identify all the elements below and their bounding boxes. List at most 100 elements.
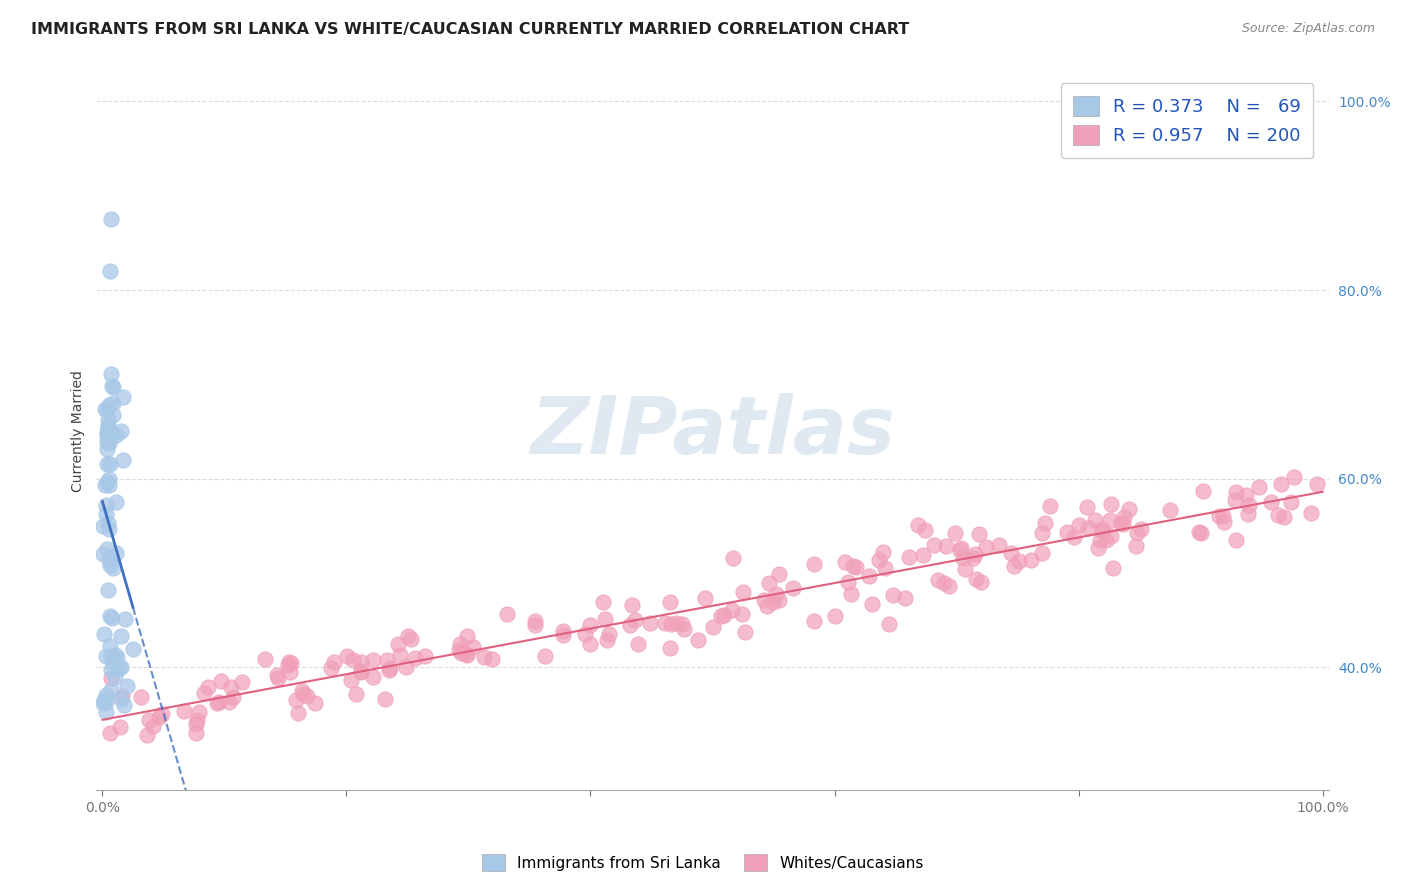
Point [911, 548, 934, 562]
Point [1099, 497, 1122, 511]
Text: IMMIGRANTS FROM SRI LANKA VS WHITE/CAUCASIAN CURRENTLY MARRIED CORRELATION CHART: IMMIGRANTS FROM SRI LANKA VS WHITE/CAUCA… [31, 22, 910, 37]
Point [110, 692, 132, 706]
Point [659, 616, 682, 631]
Point [142, 719, 165, 733]
Point [872, 545, 894, 559]
Point [875, 561, 897, 575]
Point [1031, 545, 1053, 559]
Point [98, 639, 121, 653]
Point [841, 587, 863, 601]
Legend: R = 0.373    N =   69, R = 0.957    N = 200: R = 0.373 N = 69, R = 0.957 N = 200 [1060, 84, 1313, 158]
Point [898, 550, 921, 565]
Point [659, 595, 682, 609]
Point [1130, 522, 1153, 536]
Point [752, 593, 775, 607]
Point [579, 637, 602, 651]
Point [108, 661, 131, 675]
Point [1301, 507, 1323, 521]
Point [894, 591, 917, 605]
Point [1031, 526, 1053, 541]
Point [768, 566, 790, 581]
Point [342, 653, 364, 667]
Point [1118, 501, 1140, 516]
Point [388, 648, 411, 663]
Point [627, 636, 650, 650]
Point [278, 665, 301, 680]
Point [110, 424, 132, 438]
Point [1019, 553, 1042, 567]
Point [987, 538, 1010, 552]
Point [1098, 513, 1121, 527]
Point [193, 686, 215, 700]
Point [624, 614, 647, 628]
Point [860, 597, 883, 611]
Point [97, 436, 120, 450]
Point [593, 612, 616, 626]
Point [1306, 477, 1329, 491]
Point [278, 656, 301, 670]
Point [93, 693, 115, 707]
Point [695, 591, 717, 605]
Point [97, 418, 120, 433]
Point [710, 608, 733, 623]
Point [762, 595, 785, 609]
Point [621, 598, 644, 612]
Point [114, 612, 136, 626]
Legend: Immigrants from Sri Lanka, Whites/Caucasians: Immigrants from Sri Lanka, Whites/Caucas… [477, 848, 929, 877]
Point [1239, 499, 1261, 513]
Point [734, 624, 756, 639]
Point [1234, 488, 1257, 502]
Point [858, 569, 880, 583]
Point [108, 720, 131, 734]
Point [94, 507, 117, 521]
Point [1192, 483, 1215, 498]
Point [952, 550, 974, 565]
Point [965, 573, 987, 587]
Point [361, 670, 384, 684]
Point [1076, 500, 1098, 514]
Point [111, 689, 134, 703]
Point [336, 649, 359, 664]
Point [98, 609, 121, 624]
Point [524, 618, 547, 632]
Point [1039, 499, 1062, 513]
Point [877, 617, 900, 632]
Point [173, 704, 195, 718]
Point [1008, 554, 1031, 568]
Point [579, 618, 602, 632]
Point [104, 670, 127, 684]
Point [104, 648, 127, 663]
Point [280, 657, 302, 671]
Point [533, 649, 555, 664]
Point [101, 657, 124, 671]
Point [1084, 513, 1107, 527]
Point [277, 658, 299, 673]
Point [834, 556, 856, 570]
Point [824, 608, 846, 623]
Point [378, 663, 401, 677]
Point [91, 696, 114, 710]
Point [209, 673, 232, 688]
Point [387, 637, 409, 651]
Point [396, 629, 419, 643]
Point [1087, 541, 1109, 555]
Point [1000, 546, 1022, 560]
Point [110, 629, 132, 643]
Point [1208, 509, 1230, 524]
Point [1109, 516, 1132, 530]
Point [399, 632, 422, 646]
Point [619, 617, 641, 632]
Point [231, 674, 253, 689]
Point [1099, 529, 1122, 543]
Point [184, 716, 207, 731]
Point [97, 421, 120, 435]
Point [97, 398, 120, 412]
Point [938, 579, 960, 593]
Point [1077, 521, 1099, 535]
Point [868, 552, 890, 566]
Point [1267, 508, 1289, 523]
Point [96, 457, 118, 471]
Point [447, 643, 470, 657]
Point [1091, 522, 1114, 536]
Point [922, 538, 945, 552]
